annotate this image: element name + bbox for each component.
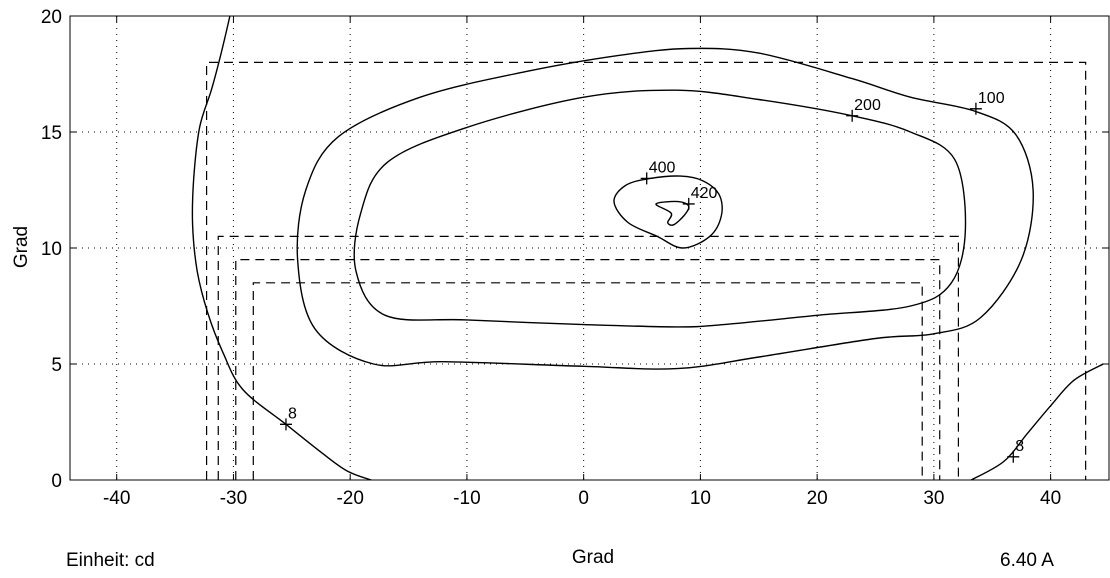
y-tick-label: 20 bbox=[41, 7, 62, 28]
x-tick-label: 20 bbox=[807, 488, 828, 509]
contour-line-420 bbox=[655, 200, 690, 226]
dashed-rectangle bbox=[252, 282, 923, 480]
contour-line-400 bbox=[613, 175, 723, 249]
x-tick-label: 0 bbox=[578, 488, 589, 509]
grid bbox=[70, 15, 1109, 481]
contour-label: 200 bbox=[854, 97, 881, 114]
x-tick-label: 30 bbox=[923, 488, 944, 509]
current-note: 6.40 A bbox=[1000, 550, 1054, 571]
contour-label: 400 bbox=[649, 159, 676, 176]
y-tick-label: 5 bbox=[51, 355, 62, 376]
contour-line-8 bbox=[970, 363, 1104, 480]
x-tick-label: -20 bbox=[336, 488, 363, 509]
y-tick-label: 0 bbox=[51, 471, 62, 492]
y-tick-label: 10 bbox=[41, 239, 62, 260]
marker-plus bbox=[682, 197, 695, 210]
marker-plus bbox=[279, 418, 292, 431]
contour-line-200 bbox=[353, 89, 967, 328]
dashed-rectangle bbox=[205, 61, 1087, 480]
y-axis-label: Grad bbox=[11, 226, 32, 268]
x-tick-label: 40 bbox=[1040, 488, 1061, 509]
x-tick-label: -10 bbox=[453, 488, 480, 509]
marker-plus bbox=[846, 109, 859, 122]
marker-plus bbox=[969, 102, 982, 115]
plot-frame bbox=[69, 15, 1110, 481]
contour-label: 8 bbox=[1015, 438, 1024, 455]
contour-label: 8 bbox=[288, 405, 297, 422]
dashed-rectangle bbox=[217, 235, 960, 480]
marker-plus bbox=[1007, 450, 1020, 463]
contour-markers: 8 8 100 200 400 420 bbox=[279, 90, 1024, 463]
contour-label: 100 bbox=[978, 90, 1005, 107]
marker-plus bbox=[640, 172, 653, 185]
x-tick-label: 10 bbox=[690, 488, 711, 509]
contour-lines bbox=[191, 16, 1104, 480]
contour-line-100 bbox=[296, 47, 1034, 370]
contour-line-8 bbox=[191, 16, 372, 480]
y-tick-label: 15 bbox=[41, 123, 62, 144]
dashed-rectangle bbox=[235, 259, 941, 480]
unit-note: Einheit: cd bbox=[66, 550, 155, 571]
x-tick-label: -30 bbox=[220, 488, 247, 509]
dashed-rectangles bbox=[205, 61, 1087, 480]
x-axis-label: Grad bbox=[572, 547, 614, 568]
x-tick-label: -40 bbox=[103, 488, 130, 509]
contour-label: 420 bbox=[691, 185, 718, 202]
